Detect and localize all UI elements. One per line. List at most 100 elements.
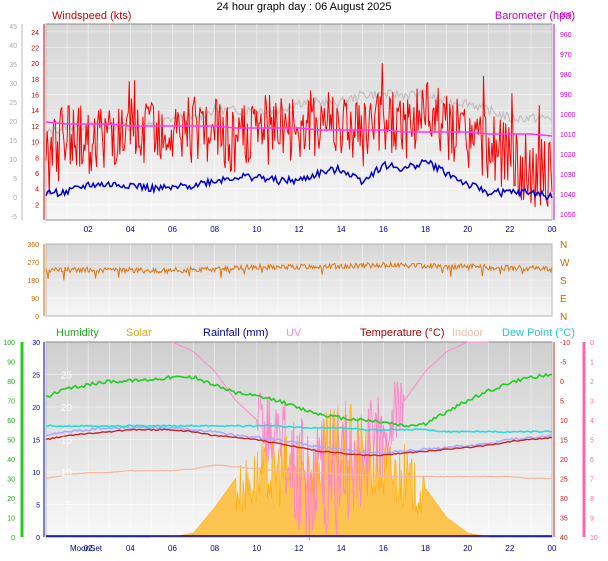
- series-wind-direction-line: [45, 260, 553, 281]
- direction-axis-tick: 360: [27, 242, 39, 249]
- rainfall-axis-tick: 15: [32, 438, 40, 445]
- temperature-axis-tick: 0: [560, 379, 564, 386]
- series-windspeed-line: [45, 63, 553, 208]
- barometer-axis-tick: 990: [560, 92, 572, 99]
- inner-axis-tick: 10: [61, 468, 73, 479]
- barometer-axis-tick: 1030: [560, 172, 576, 179]
- uv-axis-tick: 0: [590, 340, 594, 347]
- gust-axis-tick: -5: [11, 214, 17, 221]
- uv-axis-tick: 5: [590, 438, 594, 445]
- humidity-axis-tick: 10: [7, 516, 15, 523]
- legend-humidity: Humidity: [56, 327, 99, 339]
- humidity-x-tick-label: 16: [379, 544, 388, 553]
- windspeed-axis-title: Windspeed (kts): [52, 10, 131, 22]
- barometer-axis-tick: 980: [560, 72, 572, 79]
- barometer-axis-tick: 1010: [560, 132, 576, 139]
- gust-axis-tick: 40: [9, 43, 17, 50]
- series-solar-area: [151, 400, 489, 538]
- wind-x-tick-label: 08: [210, 225, 219, 234]
- direction-axis-tick: 90: [31, 296, 39, 303]
- barometer-axis-tick: 1040: [560, 192, 576, 199]
- humidity-x-tick-label: 04: [126, 544, 135, 553]
- axes: [20, 24, 586, 537]
- wind-x-tick-label: 04: [126, 225, 135, 234]
- gust-axis-tick: 10: [9, 157, 17, 164]
- gust-axis-tick: 5: [13, 176, 17, 183]
- humidity-x-tick-label: 14: [337, 544, 346, 553]
- inner-axis-tick: 5: [66, 501, 72, 512]
- windspeed-axis-tick: 24: [31, 30, 39, 37]
- humidity-x-tick-label: 20: [463, 544, 472, 553]
- wind-x-tick-label: 12: [295, 225, 304, 234]
- wind-x-tick-label: 16: [379, 225, 388, 234]
- series-avg-wind-line: [45, 158, 553, 201]
- data-series: [45, 63, 553, 541]
- uv-axis-tick: 3: [590, 399, 594, 406]
- windspeed-axis-tick: 16: [31, 93, 39, 100]
- wind-x-tick-label: 20: [463, 225, 472, 234]
- legend-temperature: Temperature (°C): [360, 327, 444, 339]
- gust-axis-tick: 15: [9, 138, 17, 145]
- wind-x-tick-label: 06: [168, 225, 177, 234]
- humidity-axis-tick: 20: [7, 496, 15, 503]
- uv-axis-tick: 8: [590, 496, 594, 503]
- humidity-axis-tick: 100: [3, 340, 15, 347]
- inner-axis-tick: 15: [61, 436, 73, 447]
- windspeed-axis-tick: 18: [31, 77, 39, 84]
- barometer-axis-tick: 970: [560, 52, 572, 59]
- temperature-axis-tick: 10: [560, 418, 568, 425]
- gust-axis-tick: 20: [9, 119, 17, 126]
- temperature-axis-tick: 40: [560, 535, 568, 542]
- windspeed-axis-tick: 22: [31, 46, 39, 53]
- rainfall-axis-tick: 30: [32, 340, 40, 347]
- inner-axis-tick: 25: [61, 371, 73, 382]
- compass-tick-label: W: [560, 258, 570, 269]
- humidity-x-tick-label: 02: [84, 544, 93, 553]
- uv-axis-tick: 9: [590, 516, 594, 523]
- gust-axis-tick: 0: [13, 195, 17, 202]
- legend-dew-point: Dew Point (°C): [502, 327, 575, 339]
- legend-solar: Solar: [126, 327, 152, 339]
- barometer-axis-tick: 950: [560, 12, 572, 19]
- series-apparent-line: [45, 425, 553, 455]
- temperature-axis-tick: -10: [560, 340, 570, 347]
- windspeed-axis-tick: 14: [31, 108, 39, 115]
- humidity-panel-legend: Humidity Solar Rainfall (mm) UV Temperat…: [56, 327, 575, 339]
- humidity-x-tick-label: 08: [210, 544, 219, 553]
- rainfall-axis-tick: 20: [32, 405, 40, 412]
- windspeed-axis-tick: 10: [31, 140, 39, 147]
- temperature-axis-tick: 35: [560, 516, 568, 523]
- rainfall-axis-tick: 5: [36, 503, 40, 510]
- humidity-axis-tick: 50: [7, 438, 15, 445]
- rainfall-axis-tick: 25: [32, 373, 40, 380]
- series-temperature-line: [45, 428, 553, 457]
- inner-axis-tick: 20: [61, 403, 73, 414]
- barometer-axis-title: Barometer (hpa): [495, 10, 575, 22]
- chart-title: 24 hour graph day : 06 August 2025: [217, 1, 392, 13]
- temperature-axis-tick: 5: [560, 399, 564, 406]
- moonset-label: MoonSet: [70, 544, 103, 553]
- humidity-axis-tick: 80: [7, 379, 15, 386]
- humidity-axis-tick: 30: [7, 477, 15, 484]
- compass-tick-label: S: [560, 276, 567, 287]
- windspeed-axis-tick: 20: [31, 61, 39, 68]
- legend-uv: UV: [286, 327, 302, 339]
- wind-x-tick-label: 00: [548, 225, 557, 234]
- compass-tick-label: N: [560, 240, 567, 251]
- temperature-axis-tick: 15: [560, 438, 568, 445]
- tick-labels: 0202040406060808101012121414161618182020…: [3, 12, 598, 553]
- humidity-x-tick-label: 18: [421, 544, 430, 553]
- humidity-x-tick-label: 10: [252, 544, 261, 553]
- direction-axis-tick: 0: [35, 314, 39, 321]
- humidity-axis-tick: 90: [7, 360, 15, 367]
- temperature-axis-tick: 25: [560, 477, 568, 484]
- temperature-axis-tick: -5: [560, 360, 566, 367]
- gust-axis-tick: 25: [9, 100, 17, 107]
- wind-x-tick-label: 22: [505, 225, 514, 234]
- series-barometer-line: [45, 121, 553, 137]
- windspeed-axis-tick: 4: [35, 187, 39, 194]
- direction-axis-tick: 180: [27, 278, 39, 285]
- temperature-axis-tick: 30: [560, 496, 568, 503]
- humidity-x-tick-label: 22: [505, 544, 514, 553]
